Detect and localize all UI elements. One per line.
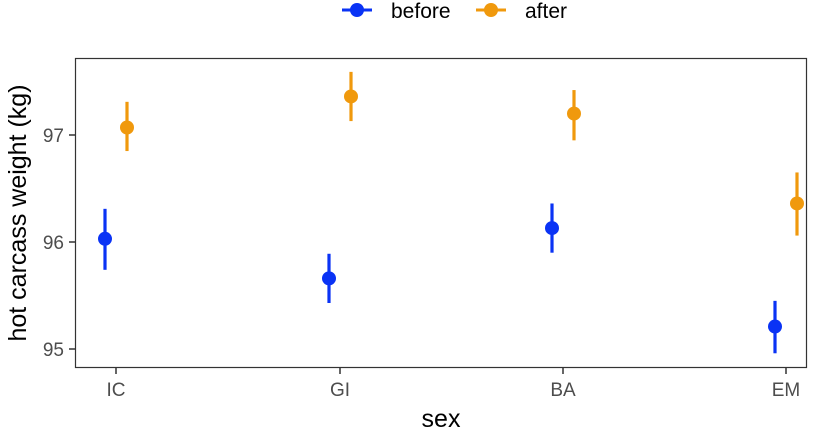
y-axis: 97 96 95 hot carcass weight (kg) bbox=[4, 84, 75, 361]
data-point bbox=[790, 196, 804, 211]
y-tick-label: 96 bbox=[43, 233, 64, 254]
x-tick-label: EM bbox=[772, 380, 801, 401]
series-before bbox=[98, 203, 782, 354]
y-tick-label: 97 bbox=[43, 126, 64, 147]
legend-point-icon bbox=[484, 3, 498, 17]
data-point bbox=[545, 221, 559, 236]
data-series bbox=[98, 71, 804, 354]
x-tick-label: BA bbox=[550, 380, 576, 401]
data-point bbox=[322, 271, 336, 286]
data-point bbox=[98, 231, 112, 246]
series-after bbox=[120, 71, 804, 236]
data-point bbox=[120, 120, 134, 135]
data-point bbox=[344, 89, 358, 104]
legend: before after bbox=[342, 0, 567, 23]
legend-label-before: before bbox=[391, 0, 451, 23]
y-tick-label: 95 bbox=[43, 340, 64, 361]
legend-point-icon bbox=[350, 3, 364, 17]
x-axis: IC GI BA EM sex bbox=[107, 368, 801, 432]
y-axis-title: hot carcass weight (kg) bbox=[4, 84, 32, 341]
x-tick-label: GI bbox=[330, 380, 350, 401]
plot-panel bbox=[74, 57, 808, 369]
data-point bbox=[567, 106, 581, 121]
x-axis-title: sex bbox=[422, 405, 461, 432]
x-tick-label: IC bbox=[107, 380, 126, 401]
legend-label-after: after bbox=[525, 0, 567, 23]
legend-item-before: before bbox=[342, 0, 451, 23]
legend-item-after: after bbox=[476, 0, 567, 23]
data-point bbox=[768, 319, 782, 334]
